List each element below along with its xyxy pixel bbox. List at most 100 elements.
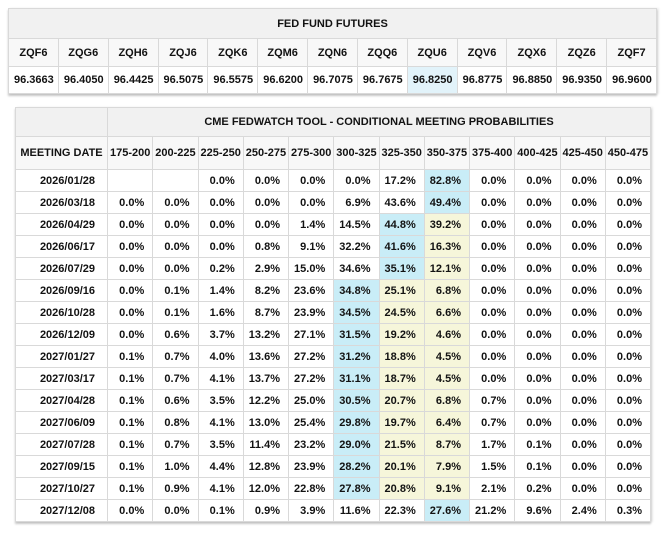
probability-cell: 0.1%	[106, 477, 154, 500]
probability-cell: 0.0%	[604, 411, 652, 434]
probability-cell: 0.0%	[106, 279, 154, 302]
meeting-date-cell: 2027/03/17	[15, 367, 108, 390]
rate-range-column-header: 425-450	[559, 136, 606, 170]
meeting-date-cell: 2026/07/29	[15, 257, 108, 280]
probability-cell: 3.5%	[197, 389, 244, 412]
probability-cell: 0.0%	[333, 169, 380, 192]
probability-cell: 0.0%	[559, 433, 606, 456]
probability-cell: 0.0%	[152, 257, 199, 280]
futures-contract-header: ZQG6	[57, 38, 109, 67]
futures-contract-header: ZQM6	[257, 38, 309, 67]
probability-cell: 0.0%	[559, 477, 606, 500]
probability-cell: 0.0%	[604, 323, 652, 346]
probability-cell: 49.4%	[423, 191, 471, 214]
probability-cell: 20.1%	[378, 455, 425, 478]
futures-price-cell: 96.4050	[57, 66, 109, 94]
probability-cell: 34.6%	[333, 257, 380, 280]
probability-cell: 4.6%	[423, 323, 471, 346]
futures-header-row: ZQF6 ZQG6 ZQH6 ZQJ6 ZQK6 ZQM6 ZQN6 ZQQ6 ZQU6 ZQV6…	[8, 38, 657, 67]
probability-cell: 29.8%	[333, 411, 380, 434]
futures-price-cell: 96.6200	[257, 66, 309, 94]
futures-price-cell: 96.5575	[207, 66, 259, 94]
probability-cell: 17.2%	[378, 169, 425, 192]
futures-title-row: FED FUND FUTURES	[8, 8, 657, 39]
probability-cell: 7.9%	[423, 455, 471, 478]
futures-contract-header: ZQJ6	[157, 38, 209, 67]
fedwatch-table-row: 2027/10/27 0.1% 0.9% 4.1% 12.0% 22.8% 27.8% 20.…	[15, 477, 652, 500]
probability-cell: 23.6%	[287, 279, 335, 302]
futures-price-cell: 96.3663	[8, 66, 59, 94]
rate-range-column-header: 325-350	[378, 136, 425, 170]
fedwatch-table-row: 2026/12/09 0.0% 0.6% 3.7% 13.2% 27.1% 31.5% 19.…	[15, 323, 652, 346]
probability-cell: 0.0%	[106, 499, 154, 522]
probability-cell: 0.0%	[514, 367, 561, 390]
probability-cell: 0.0%	[197, 235, 244, 258]
fedwatch-title-row: CME FEDWATCH TOOL - CONDITIONAL MEETING …	[15, 107, 651, 137]
rate-range-column-header: 300-325	[333, 136, 380, 170]
probability-cell: 27.6%	[423, 499, 471, 522]
meeting-date-cell: 2026/09/16	[15, 279, 108, 302]
probability-cell: 6.6%	[423, 301, 471, 324]
meeting-date-cell: 2027/01/27	[15, 345, 108, 368]
futures-price-cell: 96.9600	[606, 66, 657, 94]
meeting-date-cell: 2027/12/08	[15, 499, 108, 522]
probability-cell: 1.6%	[197, 301, 244, 324]
probability-cell: 0.6%	[152, 389, 199, 412]
probability-cell: 0.9%	[152, 477, 199, 500]
probability-cell: 4.1%	[197, 411, 244, 434]
probability-cell: 0.0%	[559, 257, 606, 280]
probability-cell: 22.3%	[378, 499, 425, 522]
probability-cell: 32.2%	[333, 235, 380, 258]
fedwatch-probabilities-table: CME FEDWATCH TOOL - CONDITIONAL MEETING …	[15, 107, 652, 522]
futures-price-cell: 96.9350	[556, 66, 608, 94]
probability-cell: 34.5%	[333, 301, 380, 324]
probability-cell: 0.0%	[468, 191, 516, 214]
probability-cell: 0.0%	[514, 191, 561, 214]
probability-cell: 0.0%	[152, 191, 199, 214]
probability-cell: 0.0%	[242, 213, 290, 236]
probability-cell: 25.0%	[287, 389, 335, 412]
probability-cell: 0.0%	[514, 301, 561, 324]
probability-cell: 0.0%	[559, 323, 606, 346]
probability-cell: 12.1%	[423, 257, 471, 280]
probability-cell: 0.0%	[152, 499, 199, 522]
fedwatch-header-row: MEETING DATE 175-200 200-225 225-250 250-27…	[15, 136, 652, 170]
rate-range-column-header: 450-475	[604, 136, 652, 170]
probability-cell: 0.0%	[468, 279, 516, 302]
probability-cell: 0.0%	[106, 257, 154, 280]
probability-cell: 4.1%	[197, 477, 244, 500]
probability-cell: 4.4%	[197, 455, 244, 478]
rate-range-column-header: 200-225	[152, 136, 199, 170]
probability-cell: 13.0%	[242, 411, 290, 434]
probability-cell: 0.0%	[559, 345, 606, 368]
probability-cell: 0.1%	[514, 433, 561, 456]
probability-cell: 0.0%	[604, 279, 652, 302]
probability-cell: 0.0%	[197, 169, 244, 192]
probability-cell: 43.6%	[378, 191, 425, 214]
futures-contract-header: ZQF6	[8, 38, 59, 67]
probability-cell: 25.4%	[287, 411, 335, 434]
probability-cell: 0.3%	[604, 499, 652, 522]
futures-price-cell: 96.5075	[157, 66, 209, 94]
probability-cell: 20.7%	[378, 389, 425, 412]
probability-cell: 0.8%	[242, 235, 290, 258]
probability-cell: 18.7%	[378, 367, 425, 390]
probability-cell: 41.6%	[378, 235, 425, 258]
probability-cell: 23.9%	[287, 301, 335, 324]
rate-range-column-header: 175-200	[106, 136, 154, 170]
probability-cell: 6.9%	[333, 191, 380, 214]
probability-cell: 0.7%	[152, 433, 199, 456]
probability-cell: 0.8%	[152, 411, 199, 434]
probability-cell: 0.0%	[152, 235, 199, 258]
probability-cell: 6.8%	[423, 389, 471, 412]
probability-cell: 0.0%	[106, 323, 154, 346]
probability-cell: 0.0%	[559, 389, 606, 412]
futures-contract-header: ZQX6	[506, 38, 558, 67]
probability-cell: 25.1%	[378, 279, 425, 302]
futures-contract-header: ZQH6	[107, 38, 159, 67]
probability-cell: 0.2%	[514, 477, 561, 500]
probability-cell: 0.0%	[514, 389, 561, 412]
probability-cell: 0.0%	[604, 455, 652, 478]
probability-cell: 2.1%	[468, 477, 516, 500]
probability-cell: 0.1%	[106, 411, 154, 434]
